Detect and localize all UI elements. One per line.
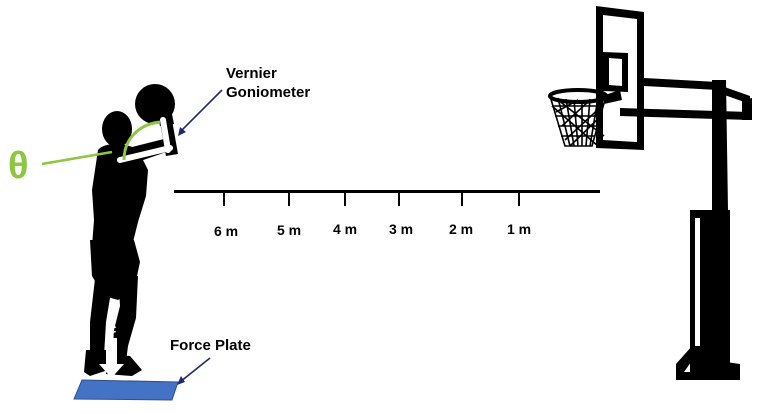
force-arrow-head [99, 364, 124, 378]
rim-bracket [602, 90, 622, 104]
distance-label-2m: 2 m [449, 221, 473, 237]
player-torso [92, 144, 148, 246]
player-leg-left [90, 270, 114, 356]
player-shoe-left [84, 350, 108, 376]
tick-4m [344, 192, 346, 206]
goniometer [117, 117, 173, 163]
force-arrow: F [99, 323, 124, 378]
distance-label-3m: 3 m [389, 221, 413, 237]
force-plate [73, 379, 179, 401]
tick-2m [461, 192, 463, 206]
distance-label-4m: 4 m [333, 221, 357, 237]
force-plate-label: Force Plate [170, 337, 251, 354]
goniometer-pointer [178, 89, 223, 136]
distance-label-5m: 5 m [277, 222, 301, 238]
player-leg-right [112, 272, 138, 362]
force-arrow-shaft [106, 338, 117, 366]
goniometer-arm-vertical [160, 117, 171, 153]
basketball-hoop [548, 6, 752, 380]
support-brace-right [742, 98, 752, 120]
tick-3m [398, 192, 400, 206]
support-arm-top [644, 78, 718, 90]
force-plate-pointer [177, 357, 211, 385]
distance-label-6m: 6 m [214, 223, 238, 239]
goniometer-arm-horizontal [117, 145, 173, 163]
tick-6m [223, 192, 225, 206]
force-label: F [108, 323, 117, 339]
distance-label-1m: 1 m [507, 221, 531, 237]
player-head [102, 111, 132, 147]
net [549, 95, 607, 147]
angle-pointer-line [41, 150, 113, 166]
backboard [596, 6, 644, 150]
pole [712, 80, 728, 210]
distance-scale: 6 m 5 m 4 m 3 m 2 m 1 m [174, 190, 600, 239]
tick-1m [518, 192, 520, 206]
pole-lower [690, 210, 730, 380]
tick-5m [288, 192, 290, 206]
distance-line [174, 190, 600, 193]
pole-foot [726, 362, 740, 380]
distance-ticks [223, 192, 520, 206]
pole-base [676, 346, 730, 380]
angle-label: θ [8, 145, 29, 187]
backboard-target-square [603, 52, 628, 92]
angle-arc [122, 120, 161, 161]
goniometer-label-line1: Vernier [226, 65, 277, 82]
goniometer-label-line2: Goniometer [226, 84, 310, 101]
